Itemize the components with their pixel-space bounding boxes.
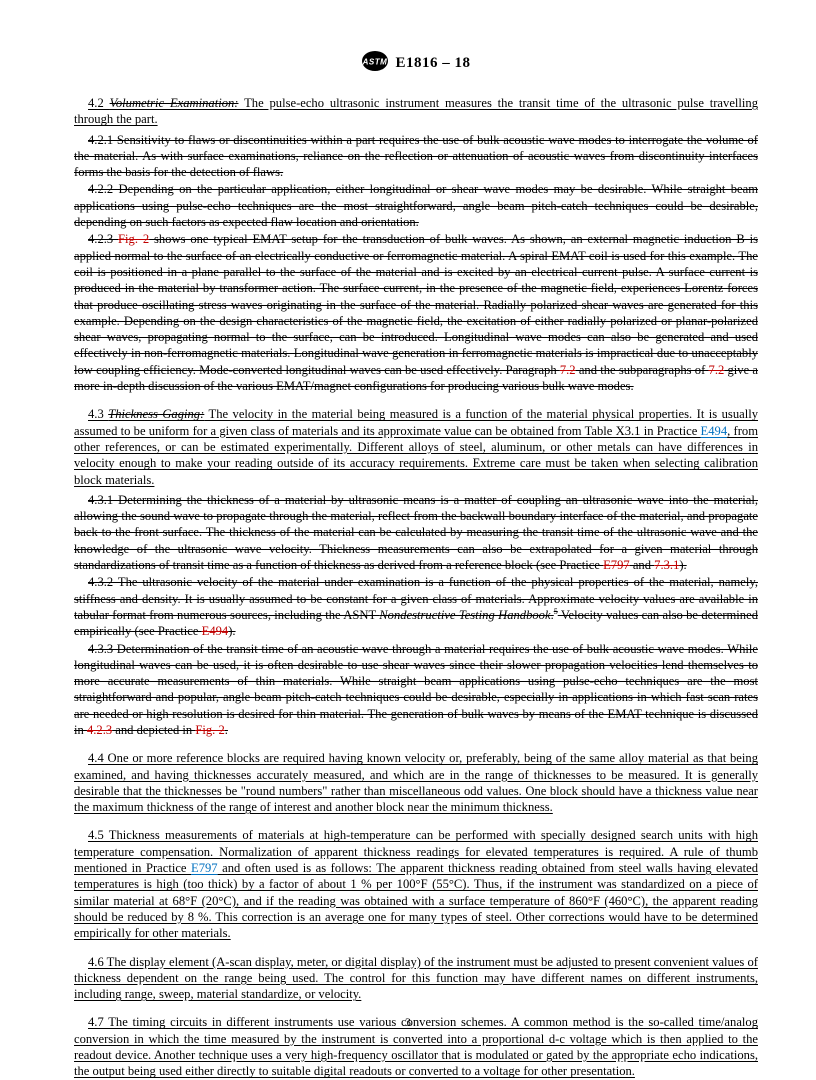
section-4-4: 4.4 One or more reference blocks are req… bbox=[74, 750, 758, 815]
page-number: 3 bbox=[0, 1015, 816, 1030]
spacer bbox=[74, 946, 758, 954]
svg-text:ASTM: ASTM bbox=[362, 58, 388, 67]
spacer bbox=[74, 819, 758, 827]
section-4-2: 4.2 Volumetric Examination: The pulse-ec… bbox=[74, 95, 758, 128]
section-4-6: 4.6 The display element (A-scan display,… bbox=[74, 954, 758, 1003]
spacer bbox=[74, 398, 758, 406]
astm-logo: ASTM bbox=[361, 50, 389, 77]
spacer bbox=[74, 1006, 758, 1014]
page-header: ASTM E1816 – 18 bbox=[74, 50, 758, 77]
section-4-3: 4.3 Thickness Gaging: The velocity in th… bbox=[74, 406, 758, 487]
spacer bbox=[74, 742, 758, 750]
section-4-2-3: 4.2.3 Fig. 2 shows one typical EMAT setu… bbox=[74, 231, 758, 394]
section-4-2-1: 4.2.1 Sensitivity to flaws or discontinu… bbox=[74, 132, 758, 181]
section-4-3-1: 4.3.1 Determining the thickness of a mat… bbox=[74, 492, 758, 573]
section-4-5: 4.5 Thickness measurements of materials … bbox=[74, 827, 758, 941]
section-4-3-3: 4.3.3 Determination of the transit time … bbox=[74, 641, 758, 739]
designation-number: E1816 – 18 bbox=[395, 55, 470, 71]
page-container: ASTM E1816 – 18 4.2 Volumetric Examinati… bbox=[0, 0, 816, 1056]
section-4-2-2: 4.2.2 Depending on the particular applic… bbox=[74, 181, 758, 230]
section-4-3-2: 4.3.2 The ultrasonic velocity of the mat… bbox=[74, 574, 758, 639]
